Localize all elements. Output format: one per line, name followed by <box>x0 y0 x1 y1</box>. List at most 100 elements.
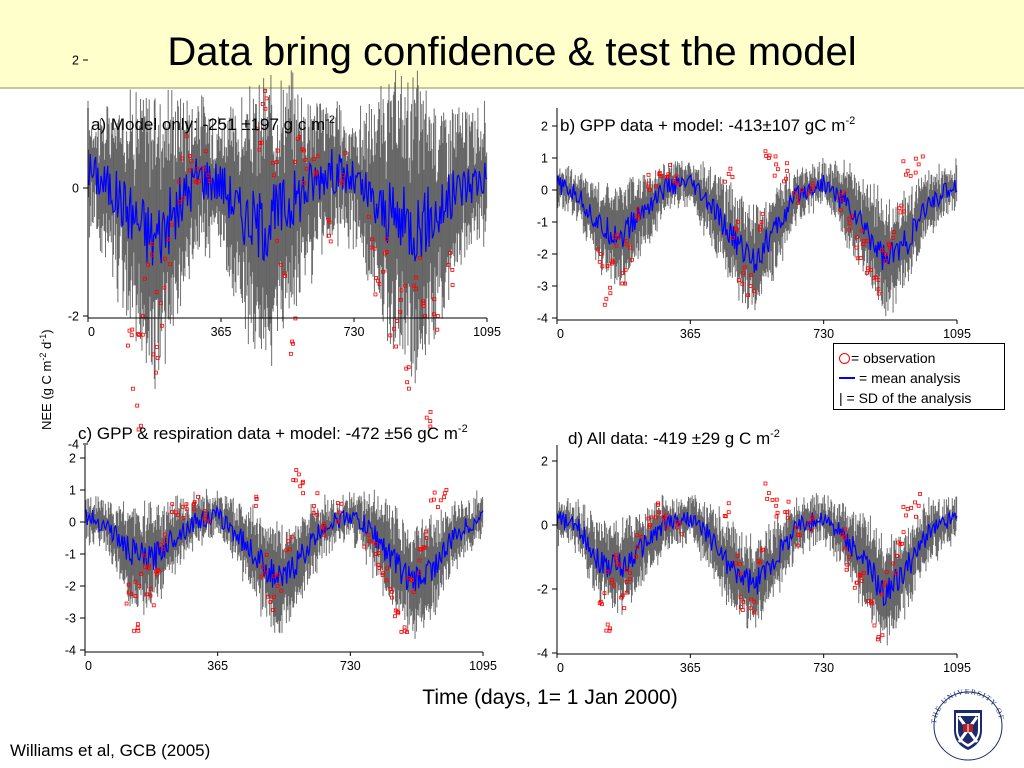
observation-point <box>377 566 382 571</box>
observation-point <box>304 166 309 171</box>
observation-point <box>423 545 428 550</box>
observation-point <box>865 239 870 244</box>
observation-point <box>294 468 299 472</box>
observation-point <box>370 237 375 242</box>
observation-point <box>130 327 135 332</box>
observation-point <box>290 339 294 344</box>
observation-point <box>807 521 812 525</box>
observation-point <box>177 200 182 205</box>
observation-point <box>811 184 815 189</box>
observation-point <box>773 154 778 159</box>
observation-point <box>617 562 622 567</box>
observation-point <box>749 597 754 602</box>
observation-point <box>271 608 275 612</box>
observation-point <box>668 163 672 167</box>
y-tick-label: 2 <box>72 54 79 68</box>
observation-point <box>656 501 661 506</box>
observation-point <box>315 491 320 496</box>
observation-point <box>786 499 791 504</box>
observation-point <box>781 179 786 184</box>
observation-point <box>162 285 167 290</box>
observation-point <box>734 561 738 566</box>
y-tick-label: 2 <box>541 455 548 469</box>
observation-point <box>881 583 886 588</box>
observation-point <box>366 532 371 537</box>
observation-point <box>130 386 135 391</box>
observation-point <box>421 299 425 304</box>
observation-point <box>845 562 850 567</box>
observation-point <box>261 564 266 569</box>
observation-point <box>738 572 743 577</box>
observation-point <box>809 188 814 193</box>
observation-point <box>158 301 163 306</box>
observation-point <box>858 572 863 577</box>
observation-point <box>723 514 728 519</box>
observation-point <box>140 332 145 337</box>
observation-point <box>623 281 627 286</box>
observation-point <box>322 532 327 537</box>
observation-point <box>891 230 896 234</box>
observation-point <box>675 181 680 186</box>
observation-point <box>600 602 604 607</box>
observation-point <box>155 355 160 360</box>
observation-point <box>659 174 664 179</box>
observation-point <box>630 257 634 262</box>
observation-point <box>168 262 173 267</box>
observation-point <box>649 515 654 520</box>
observation-point <box>766 491 771 495</box>
observation-point <box>279 588 284 593</box>
observation-point <box>287 547 292 552</box>
observations-a <box>125 89 455 432</box>
y-tick-label: -2 <box>537 248 548 262</box>
observation-point <box>749 273 753 277</box>
observation-point <box>428 410 433 414</box>
observation-point <box>313 172 318 177</box>
y-tick-label: 2 <box>69 452 76 466</box>
observation-point <box>752 610 756 615</box>
x-tick-label: 1095 <box>473 325 501 339</box>
observation-point <box>163 539 167 544</box>
observation-point <box>735 553 740 558</box>
observation-point <box>181 196 186 201</box>
observation-point <box>286 539 291 544</box>
observation-point <box>767 153 772 158</box>
observation-point <box>891 561 895 566</box>
observation-point <box>444 488 449 492</box>
observation-point <box>132 628 136 633</box>
observation-point <box>774 497 779 502</box>
observation-point <box>181 516 186 520</box>
y-tick-label: -4 <box>537 647 548 661</box>
observation-point <box>765 496 770 501</box>
observation-point <box>760 211 765 216</box>
observation-point <box>730 235 735 240</box>
observation-point <box>883 259 888 263</box>
y-tick-label: 1 <box>541 152 548 166</box>
observation-marker-icon <box>839 353 850 364</box>
observation-point <box>609 578 614 582</box>
observation-point <box>254 496 259 501</box>
observation-point <box>254 494 259 499</box>
observation-point <box>184 502 189 507</box>
observation-point <box>763 149 768 154</box>
observation-point <box>726 172 731 176</box>
observation-point <box>417 570 422 575</box>
observation-point <box>847 555 852 559</box>
observation-point <box>392 326 396 331</box>
observation-point <box>424 415 429 420</box>
observation-point <box>450 283 455 288</box>
observation-point <box>876 635 881 639</box>
observation-point <box>421 304 426 308</box>
observation-point <box>393 608 398 613</box>
legend-item-mean: = mean analysis <box>839 368 1004 388</box>
observation-point <box>608 626 613 631</box>
observation-point <box>289 351 293 356</box>
observation-point <box>810 515 815 519</box>
y-tick-label: 0 <box>541 519 548 533</box>
observation-point <box>880 248 885 253</box>
observation-point <box>398 310 403 315</box>
observation-point <box>602 302 607 307</box>
observation-point <box>784 161 789 166</box>
observation-point <box>859 578 864 583</box>
observation-point <box>770 498 775 502</box>
observation-point <box>597 601 602 606</box>
